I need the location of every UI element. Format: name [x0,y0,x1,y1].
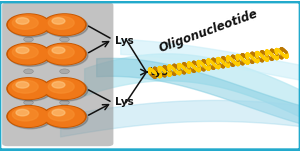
Circle shape [9,106,48,126]
Circle shape [52,18,65,24]
Circle shape [42,114,51,119]
Circle shape [48,16,74,29]
Circle shape [9,45,52,66]
Circle shape [24,100,33,105]
Circle shape [45,79,88,101]
Circle shape [7,106,50,127]
Text: Oligonucleotide: Oligonucleotide [157,7,260,55]
Circle shape [42,22,51,27]
Circle shape [12,16,38,29]
Circle shape [12,108,38,121]
Circle shape [9,15,48,35]
Circle shape [60,100,69,105]
Circle shape [52,109,65,116]
FancyBboxPatch shape [2,3,113,146]
Circle shape [24,37,33,42]
Circle shape [16,109,29,116]
Circle shape [9,44,48,64]
Circle shape [60,37,69,42]
Circle shape [52,47,65,53]
Circle shape [45,44,84,64]
Circle shape [9,15,52,37]
Circle shape [16,82,29,88]
Circle shape [12,80,38,93]
Circle shape [45,106,84,126]
Circle shape [43,43,86,65]
Circle shape [43,106,86,127]
Circle shape [45,79,84,99]
Circle shape [52,82,65,88]
Circle shape [9,79,52,101]
Circle shape [12,46,38,59]
Circle shape [42,86,51,91]
Circle shape [9,107,52,129]
Circle shape [16,18,29,24]
Circle shape [24,69,33,74]
Circle shape [42,52,51,56]
Circle shape [7,43,50,65]
Circle shape [60,69,69,74]
Circle shape [7,78,50,100]
Circle shape [7,14,50,36]
Text: Lys: Lys [148,67,167,77]
Circle shape [48,108,74,121]
Circle shape [48,80,74,93]
Circle shape [43,14,86,36]
Circle shape [9,79,48,99]
Text: Lys: Lys [116,97,134,107]
Circle shape [45,15,88,37]
Circle shape [45,15,84,35]
Circle shape [43,78,86,100]
Circle shape [48,46,74,59]
Text: Lys: Lys [116,35,134,46]
Circle shape [16,47,29,53]
Circle shape [45,107,88,129]
Circle shape [45,45,88,66]
